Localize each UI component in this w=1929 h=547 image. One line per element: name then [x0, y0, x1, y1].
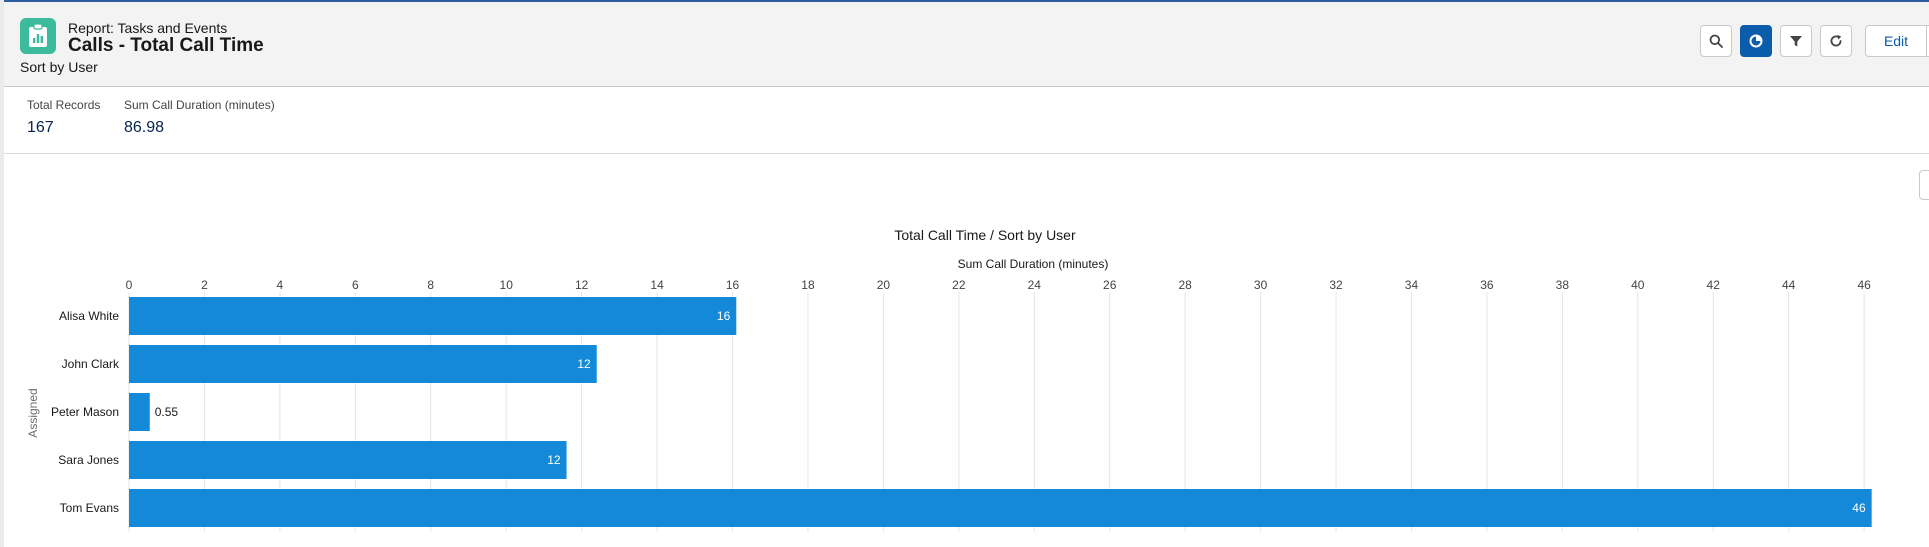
x-tick-label: 12 [575, 278, 589, 292]
report-type-label: Report: Tasks and Events [68, 20, 228, 36]
x-tick-label: 20 [877, 278, 891, 292]
window-top-border [0, 0, 1929, 2]
x-tick-label: 42 [1707, 278, 1721, 292]
x-tick-label: 40 [1631, 278, 1645, 292]
bar-data-label: 0.55 [155, 405, 179, 419]
x-tick-label: 4 [277, 278, 284, 292]
y-category-label: Peter Mason [51, 405, 119, 419]
summary-bar: Total Records 167 Sum Call Duration (min… [4, 88, 1929, 154]
total-records-value: 167 [27, 119, 54, 136]
bar [129, 345, 597, 383]
y-category-label: Sara Jones [58, 453, 119, 467]
chart-toggle-button[interactable] [1740, 25, 1772, 57]
x-tick-label: 10 [500, 278, 514, 292]
chart-properties-button[interactable] [1919, 170, 1929, 200]
x-tick-label: 44 [1782, 278, 1796, 292]
window-left-border [0, 0, 4, 547]
search-icon [1709, 34, 1723, 48]
x-tick-label: 36 [1480, 278, 1494, 292]
x-tick-label: 0 [126, 278, 133, 292]
x-tick-label: 28 [1178, 278, 1192, 292]
x-tick-label: 34 [1405, 278, 1419, 292]
x-tick-label: 24 [1028, 278, 1042, 292]
total-records-label: Total Records [27, 98, 101, 112]
x-tick-label: 16 [726, 278, 740, 292]
bar [129, 297, 737, 335]
y-axis-title: Assigned [26, 388, 40, 437]
filter-button[interactable] [1780, 25, 1812, 57]
bar [129, 441, 567, 479]
bar [129, 489, 1872, 527]
sum-duration-label: Sum Call Duration (minutes) [124, 98, 275, 112]
x-tick-label: 8 [427, 278, 434, 292]
bar [129, 393, 150, 431]
bar-data-label: 12 [577, 357, 591, 371]
x-tick-label: 38 [1556, 278, 1570, 292]
x-tick-label: 46 [1857, 278, 1871, 292]
edit-button[interactable]: Edit [1865, 25, 1927, 57]
y-category-label: Alisa White [59, 309, 119, 323]
report-subtitle: Sort by User [20, 59, 98, 75]
x-tick-label: 2 [201, 278, 208, 292]
sum-duration-value: 86.98 [124, 119, 165, 136]
x-tick-label: 18 [801, 278, 815, 292]
filter-icon [1790, 36, 1802, 47]
y-category-label: John Clark [62, 357, 120, 371]
x-tick-label: 30 [1254, 278, 1268, 292]
x-axis-title: Sum Call Duration (minutes) [958, 257, 1109, 271]
x-tick-label: 32 [1329, 278, 1343, 292]
search-button[interactable] [1700, 25, 1732, 57]
bar-data-label: 16 [717, 309, 731, 323]
bar-data-label: 46 [1852, 501, 1866, 515]
page-title: Calls - Total Call Time [68, 35, 264, 56]
chart-title: Total Call Time / Sort by User [894, 227, 1076, 243]
x-tick-label: 26 [1103, 278, 1117, 292]
x-tick-label: 22 [952, 278, 966, 292]
x-tick-label: 14 [650, 278, 664, 292]
x-tick-label: 6 [352, 278, 359, 292]
chart-icon [1749, 34, 1763, 48]
refresh-icon [1830, 34, 1842, 47]
report-icon [20, 18, 56, 54]
report-header: Report: Tasks and Events Calls - Total C… [4, 2, 1929, 87]
bar-data-label: 12 [547, 453, 561, 467]
refresh-button[interactable] [1820, 25, 1852, 57]
y-category-label: Tom Evans [60, 501, 119, 515]
